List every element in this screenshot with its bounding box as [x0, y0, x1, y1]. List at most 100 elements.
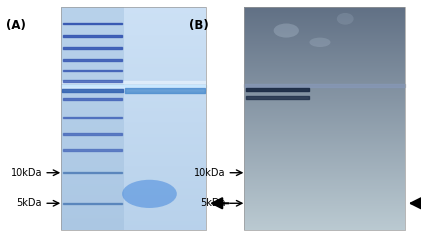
- Bar: [61, 129, 124, 130]
- Bar: [244, 149, 405, 150]
- Bar: [244, 52, 405, 53]
- Bar: [244, 175, 405, 176]
- Bar: [244, 49, 405, 50]
- Bar: [244, 165, 405, 166]
- Bar: [244, 102, 405, 103]
- Bar: [61, 96, 124, 97]
- Bar: [244, 32, 405, 33]
- Bar: [61, 64, 124, 65]
- Bar: [124, 77, 206, 78]
- Bar: [61, 84, 124, 85]
- Bar: [124, 220, 206, 221]
- Bar: [124, 46, 206, 47]
- Bar: [124, 187, 206, 188]
- Bar: [61, 55, 124, 56]
- Bar: [61, 71, 124, 72]
- Bar: [124, 41, 206, 42]
- Bar: [244, 225, 405, 226]
- Bar: [244, 111, 405, 112]
- Bar: [124, 35, 206, 36]
- Bar: [124, 156, 206, 157]
- Bar: [244, 130, 405, 131]
- Bar: [124, 134, 206, 135]
- Bar: [124, 25, 206, 26]
- Bar: [124, 222, 206, 223]
- Bar: [61, 132, 124, 133]
- Bar: [244, 40, 405, 41]
- Bar: [124, 62, 206, 63]
- Bar: [124, 227, 206, 228]
- Bar: [244, 80, 405, 81]
- Bar: [61, 160, 124, 161]
- Bar: [244, 196, 405, 197]
- Bar: [124, 9, 206, 10]
- Bar: [124, 206, 206, 207]
- Bar: [244, 228, 405, 229]
- Bar: [61, 107, 124, 108]
- Bar: [61, 52, 124, 53]
- Bar: [244, 185, 405, 186]
- Bar: [244, 75, 405, 76]
- Bar: [124, 87, 206, 88]
- Text: 1: 1: [89, 0, 96, 2]
- Bar: [124, 33, 206, 34]
- Bar: [244, 28, 405, 29]
- Bar: [61, 51, 124, 52]
- Bar: [124, 209, 206, 210]
- Bar: [124, 68, 206, 69]
- Bar: [244, 24, 405, 25]
- Bar: [244, 118, 405, 119]
- Bar: [61, 41, 124, 42]
- Bar: [61, 75, 124, 76]
- Bar: [244, 114, 405, 115]
- Bar: [61, 205, 124, 206]
- Bar: [244, 76, 405, 77]
- Bar: [61, 91, 124, 92]
- Bar: [244, 14, 405, 15]
- Bar: [61, 206, 124, 207]
- Bar: [244, 151, 405, 152]
- Bar: [124, 114, 206, 115]
- Bar: [61, 100, 124, 101]
- Bar: [61, 154, 124, 155]
- Bar: [124, 52, 206, 53]
- Bar: [244, 154, 405, 155]
- Bar: [244, 120, 405, 121]
- Bar: [124, 185, 206, 186]
- Bar: [61, 88, 124, 89]
- Bar: [124, 171, 206, 172]
- Bar: [61, 210, 124, 211]
- Bar: [61, 80, 124, 81]
- Bar: [61, 98, 124, 99]
- Bar: [124, 7, 206, 8]
- Bar: [124, 89, 206, 90]
- Bar: [244, 41, 405, 42]
- Bar: [244, 43, 405, 44]
- Bar: [124, 179, 206, 180]
- Bar: [244, 104, 405, 105]
- Bar: [244, 31, 405, 32]
- Bar: [124, 147, 206, 148]
- Bar: [244, 141, 405, 142]
- Bar: [244, 98, 405, 99]
- Bar: [244, 11, 405, 12]
- Bar: [61, 142, 124, 143]
- Bar: [244, 217, 405, 218]
- Bar: [61, 133, 124, 134]
- Bar: [124, 117, 206, 118]
- Bar: [244, 166, 405, 167]
- Bar: [244, 60, 405, 61]
- Bar: [61, 143, 124, 144]
- Bar: [244, 121, 405, 122]
- Bar: [61, 18, 124, 19]
- Bar: [244, 170, 405, 171]
- Bar: [244, 214, 405, 215]
- Bar: [244, 73, 405, 74]
- Text: 4: 4: [354, 0, 362, 2]
- Bar: [244, 221, 405, 222]
- Bar: [244, 30, 405, 31]
- Bar: [61, 48, 124, 49]
- Bar: [124, 80, 206, 81]
- Bar: [61, 139, 124, 140]
- Bar: [61, 81, 124, 82]
